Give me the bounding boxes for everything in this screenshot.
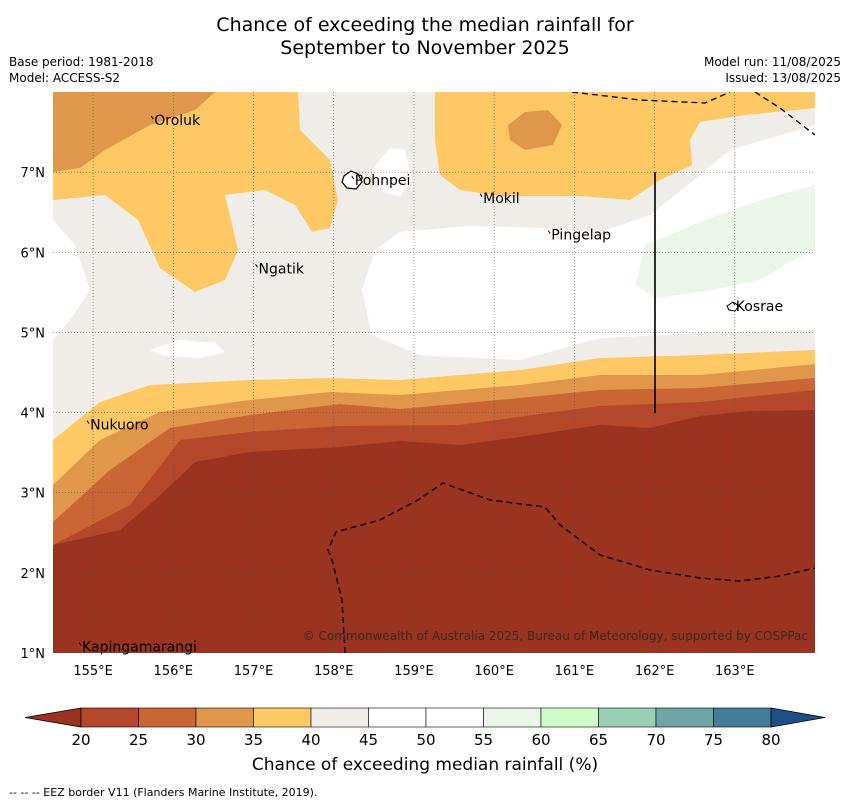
- colorbar-segment: [310, 707, 369, 728]
- colorbar-tick-label: 80: [761, 731, 780, 749]
- places-layer: Oroluk Pohnpei Mokil Pingelap Ngatik Kosrae Nu…: [78, 113, 783, 656]
- colorbar-segment: [483, 707, 542, 728]
- place-label: Pohnpei: [355, 173, 411, 189]
- band-35-40-north: [53, 92, 338, 292]
- colorbar-tick-label: 55: [474, 731, 493, 749]
- axis-ticks: 155°E 156°E 157°E 158°E 159°E 160°E 161°E 162°E…: [21, 166, 755, 679]
- lat-tick-label: 6°N: [21, 246, 46, 261]
- colorbar-segment: [598, 707, 657, 728]
- place-label: Nukuoro: [90, 418, 148, 434]
- place-marker: [255, 264, 258, 268]
- lon-tick-label: 162°E: [635, 664, 675, 679]
- lon-tick-label: 160°E: [474, 664, 514, 679]
- colorbar-tick-label: 60: [531, 731, 550, 749]
- colorbar-tick-label: 35: [244, 731, 263, 749]
- place-marker: [479, 193, 483, 198]
- place-label: Kosrae: [736, 299, 783, 315]
- lat-tick-label: 5°N: [21, 326, 46, 341]
- colorbar-extend-high: [770, 707, 826, 728]
- title-line-1: Chance of exceeding the median rainfall …: [216, 14, 634, 36]
- colorbar-tick-label: 30: [186, 731, 205, 749]
- place-label: Ngatik: [259, 261, 305, 277]
- band-30-35-north: [53, 92, 215, 172]
- place-label: Kapingamarangi: [82, 640, 197, 656]
- footnote: -- -- -- EEZ border V11 (Flanders Marine…: [9, 786, 318, 799]
- meta-right: Model run: 11/08/2025 Issued: 13/08/2025: [704, 54, 841, 86]
- colorbar-segment: [368, 707, 427, 728]
- lon-tick-label: 159°E: [394, 664, 434, 679]
- place-marker: [78, 642, 82, 646]
- place-marker: [150, 115, 154, 120]
- place-marker: [86, 420, 90, 424]
- lon-tick-label: 163°E: [715, 664, 755, 679]
- colorbar-segment: [655, 707, 714, 728]
- lat-tick-label: 1°N: [21, 647, 46, 662]
- colorbar-tick-label: 65: [589, 731, 608, 749]
- colorbar-segment: [713, 707, 772, 728]
- colorbar-segment: [80, 707, 139, 728]
- model-run: Model run: 11/08/2025: [703, 55, 841, 69]
- colorbar-tick-label: 50: [416, 731, 435, 749]
- lon-tick-label: 161°E: [555, 664, 595, 679]
- base-period: Base period: 1981-2018: [9, 55, 154, 69]
- band-45-55-sw: [53, 220, 90, 340]
- place-marker: [547, 230, 551, 234]
- colorbar-segment: [253, 707, 312, 728]
- colorbar-tick-label: 20: [71, 731, 90, 749]
- band-30-35-ne: [508, 110, 562, 150]
- place-marker: [732, 301, 736, 306]
- colorbar-segment: [425, 707, 484, 728]
- colorbar-tick-label: 75: [704, 731, 723, 749]
- colorbar-tick-label: 40: [301, 731, 320, 749]
- chart-title: Chance of exceeding the median rainfall …: [0, 14, 850, 60]
- place-label: Pingelap: [551, 228, 611, 244]
- lon-tick-label: 156°E: [154, 664, 194, 679]
- lat-tick-label: 4°N: [21, 407, 46, 422]
- place-label: Mokil: [483, 191, 520, 207]
- colorbar-segment: [138, 707, 197, 728]
- lon-tick-label: 158°E: [314, 664, 354, 679]
- lon-tick-label: 157°E: [234, 664, 274, 679]
- colorbar-label: Chance of exceeding median rainfall (%): [251, 755, 599, 775]
- colorbar-extend-low: [24, 707, 82, 728]
- place-marker: [351, 175, 355, 180]
- model-name: Model: ACCESS-S2: [9, 71, 121, 85]
- copyright-text: © Commonwealth of Australia 2025, Bureau…: [303, 629, 808, 643]
- colorbar-tick-label: 25: [129, 731, 148, 749]
- band-55-60: [635, 185, 815, 298]
- band-45-55-west: [150, 340, 225, 358]
- colorbar: 20 25 30 35 40 45 50 55 60 65 70 75 80: [24, 707, 826, 749]
- meta-left: Base period: 1981-2018 Model: ACCESS-S2: [9, 54, 154, 86]
- grid-lines: [53, 92, 815, 653]
- lat-tick-label: 7°N: [21, 166, 46, 181]
- colorbar-segment: [195, 707, 254, 728]
- band-below-20-south: [53, 410, 815, 653]
- colorbar-tick-label: 45: [359, 731, 378, 749]
- lat-tick-label: 2°N: [21, 567, 46, 582]
- kosrae-island-shape: [726, 301, 740, 312]
- band-45-55: [362, 125, 815, 360]
- colorbar-segment: [540, 707, 599, 728]
- map-fill-layers: [53, 92, 815, 653]
- pohnpei-island-shape: [341, 170, 363, 190]
- title-line-2: September to November 2025: [280, 37, 570, 59]
- lat-tick-label: 3°N: [21, 487, 46, 502]
- place-label: Oroluk: [154, 113, 201, 129]
- eez-border: [327, 92, 815, 653]
- issued-date: Issued: 13/08/2025: [725, 71, 841, 85]
- lon-tick-label: 155°E: [73, 664, 113, 679]
- colorbar-tick-label: 70: [646, 731, 665, 749]
